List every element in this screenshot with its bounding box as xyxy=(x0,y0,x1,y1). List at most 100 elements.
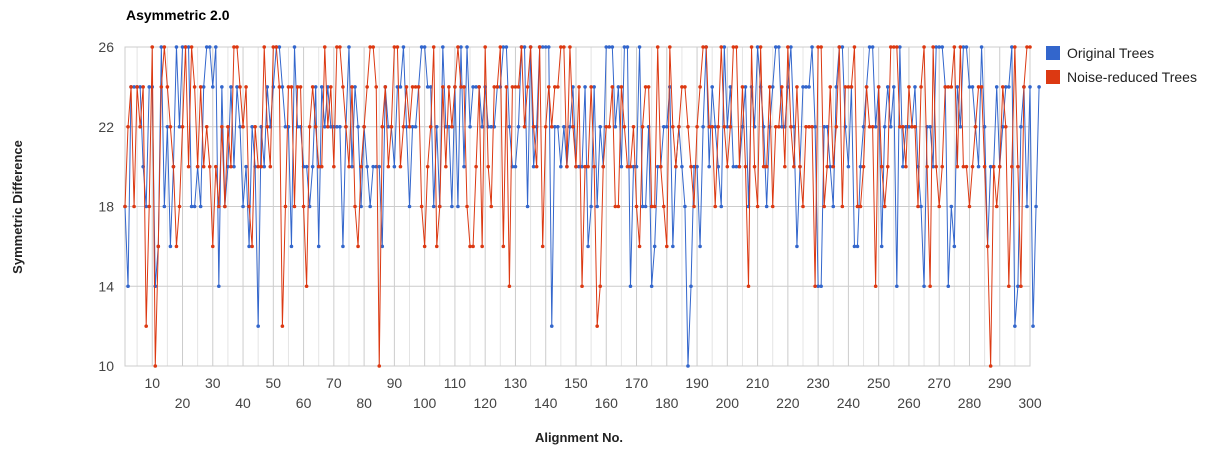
data-point xyxy=(798,164,802,169)
data-point xyxy=(1031,324,1035,328)
data-point xyxy=(710,85,714,89)
data-point xyxy=(946,284,951,289)
x-axis-title: Alignment No. xyxy=(535,430,623,445)
data-point xyxy=(949,204,954,209)
data-point xyxy=(335,124,339,129)
data-point xyxy=(250,124,254,129)
data-point xyxy=(238,124,242,129)
data-point xyxy=(549,124,554,129)
data-point xyxy=(725,124,730,129)
data-point xyxy=(353,85,357,89)
data-point xyxy=(310,164,315,169)
data-point xyxy=(1028,45,1032,49)
data-point xyxy=(398,85,403,89)
data-point xyxy=(338,124,342,129)
data-point xyxy=(846,164,851,169)
data-point xyxy=(867,45,872,49)
data-point xyxy=(501,244,506,249)
data-point xyxy=(934,164,938,169)
data-point xyxy=(640,204,645,209)
data-point xyxy=(752,164,757,169)
data-point xyxy=(356,244,360,249)
data-point xyxy=(195,164,200,169)
data-point xyxy=(895,284,899,289)
data-point xyxy=(459,45,463,49)
data-point xyxy=(186,164,191,169)
data-point xyxy=(147,85,152,89)
data-point xyxy=(434,124,439,129)
data-point xyxy=(976,85,981,89)
x-tick-label: 240 xyxy=(837,395,861,411)
data-point xyxy=(749,45,754,49)
data-point xyxy=(1016,284,1020,289)
data-point xyxy=(174,45,179,49)
data-point xyxy=(301,204,306,209)
x-tick-label: 30 xyxy=(205,375,221,391)
data-point xyxy=(171,164,176,169)
data-point xyxy=(931,164,935,169)
data-point xyxy=(913,124,917,129)
data-point xyxy=(332,164,336,169)
data-point xyxy=(583,85,587,89)
data-point xyxy=(450,204,454,209)
data-point xyxy=(898,45,902,49)
data-point xyxy=(701,45,705,49)
data-point xyxy=(628,164,633,169)
data-point xyxy=(631,164,636,169)
data-point xyxy=(1000,124,1005,129)
data-point xyxy=(843,85,848,89)
data-point xyxy=(855,204,860,209)
data-point xyxy=(447,85,451,89)
data-point xyxy=(289,85,294,89)
data-point xyxy=(722,124,727,129)
data-point xyxy=(828,85,833,89)
data-point xyxy=(888,124,893,129)
data-point xyxy=(220,124,224,129)
data-point xyxy=(377,164,382,169)
data-point xyxy=(607,124,612,129)
data-point xyxy=(492,85,497,89)
data-point xyxy=(468,244,472,249)
data-point xyxy=(286,85,291,89)
data-point xyxy=(810,45,814,49)
data-point xyxy=(858,164,863,169)
data-point xyxy=(683,85,687,89)
data-point xyxy=(504,85,509,89)
x-tick-label: 290 xyxy=(988,375,1012,391)
data-point xyxy=(764,164,769,169)
data-point xyxy=(419,204,424,209)
data-point xyxy=(640,124,645,129)
data-point xyxy=(1003,85,1008,89)
data-point xyxy=(256,164,260,169)
data-point xyxy=(304,284,309,289)
data-point xyxy=(543,124,548,129)
data-point xyxy=(480,124,484,129)
data-point xyxy=(655,45,660,49)
data-point xyxy=(368,45,372,49)
data-point xyxy=(201,85,206,89)
data-point xyxy=(1007,284,1011,289)
data-point xyxy=(616,204,621,209)
data-point xyxy=(1007,85,1011,89)
data-point xyxy=(543,45,548,49)
y-tick-label: 14 xyxy=(98,278,114,294)
data-point xyxy=(864,85,869,89)
data-point xyxy=(725,164,730,169)
data-point xyxy=(528,45,533,49)
data-point xyxy=(637,244,642,249)
data-point xyxy=(135,85,139,89)
data-point xyxy=(407,124,412,129)
data-point xyxy=(879,244,884,249)
data-point xyxy=(1028,85,1032,89)
data-point xyxy=(471,85,475,89)
data-point xyxy=(713,124,718,129)
data-point xyxy=(664,124,669,129)
data-point xyxy=(562,124,566,129)
data-point xyxy=(961,45,966,49)
data-point xyxy=(622,124,627,129)
data-point xyxy=(525,85,530,89)
data-point xyxy=(177,204,182,209)
data-point xyxy=(610,45,615,49)
data-point xyxy=(459,85,463,89)
data-point xyxy=(531,164,536,169)
